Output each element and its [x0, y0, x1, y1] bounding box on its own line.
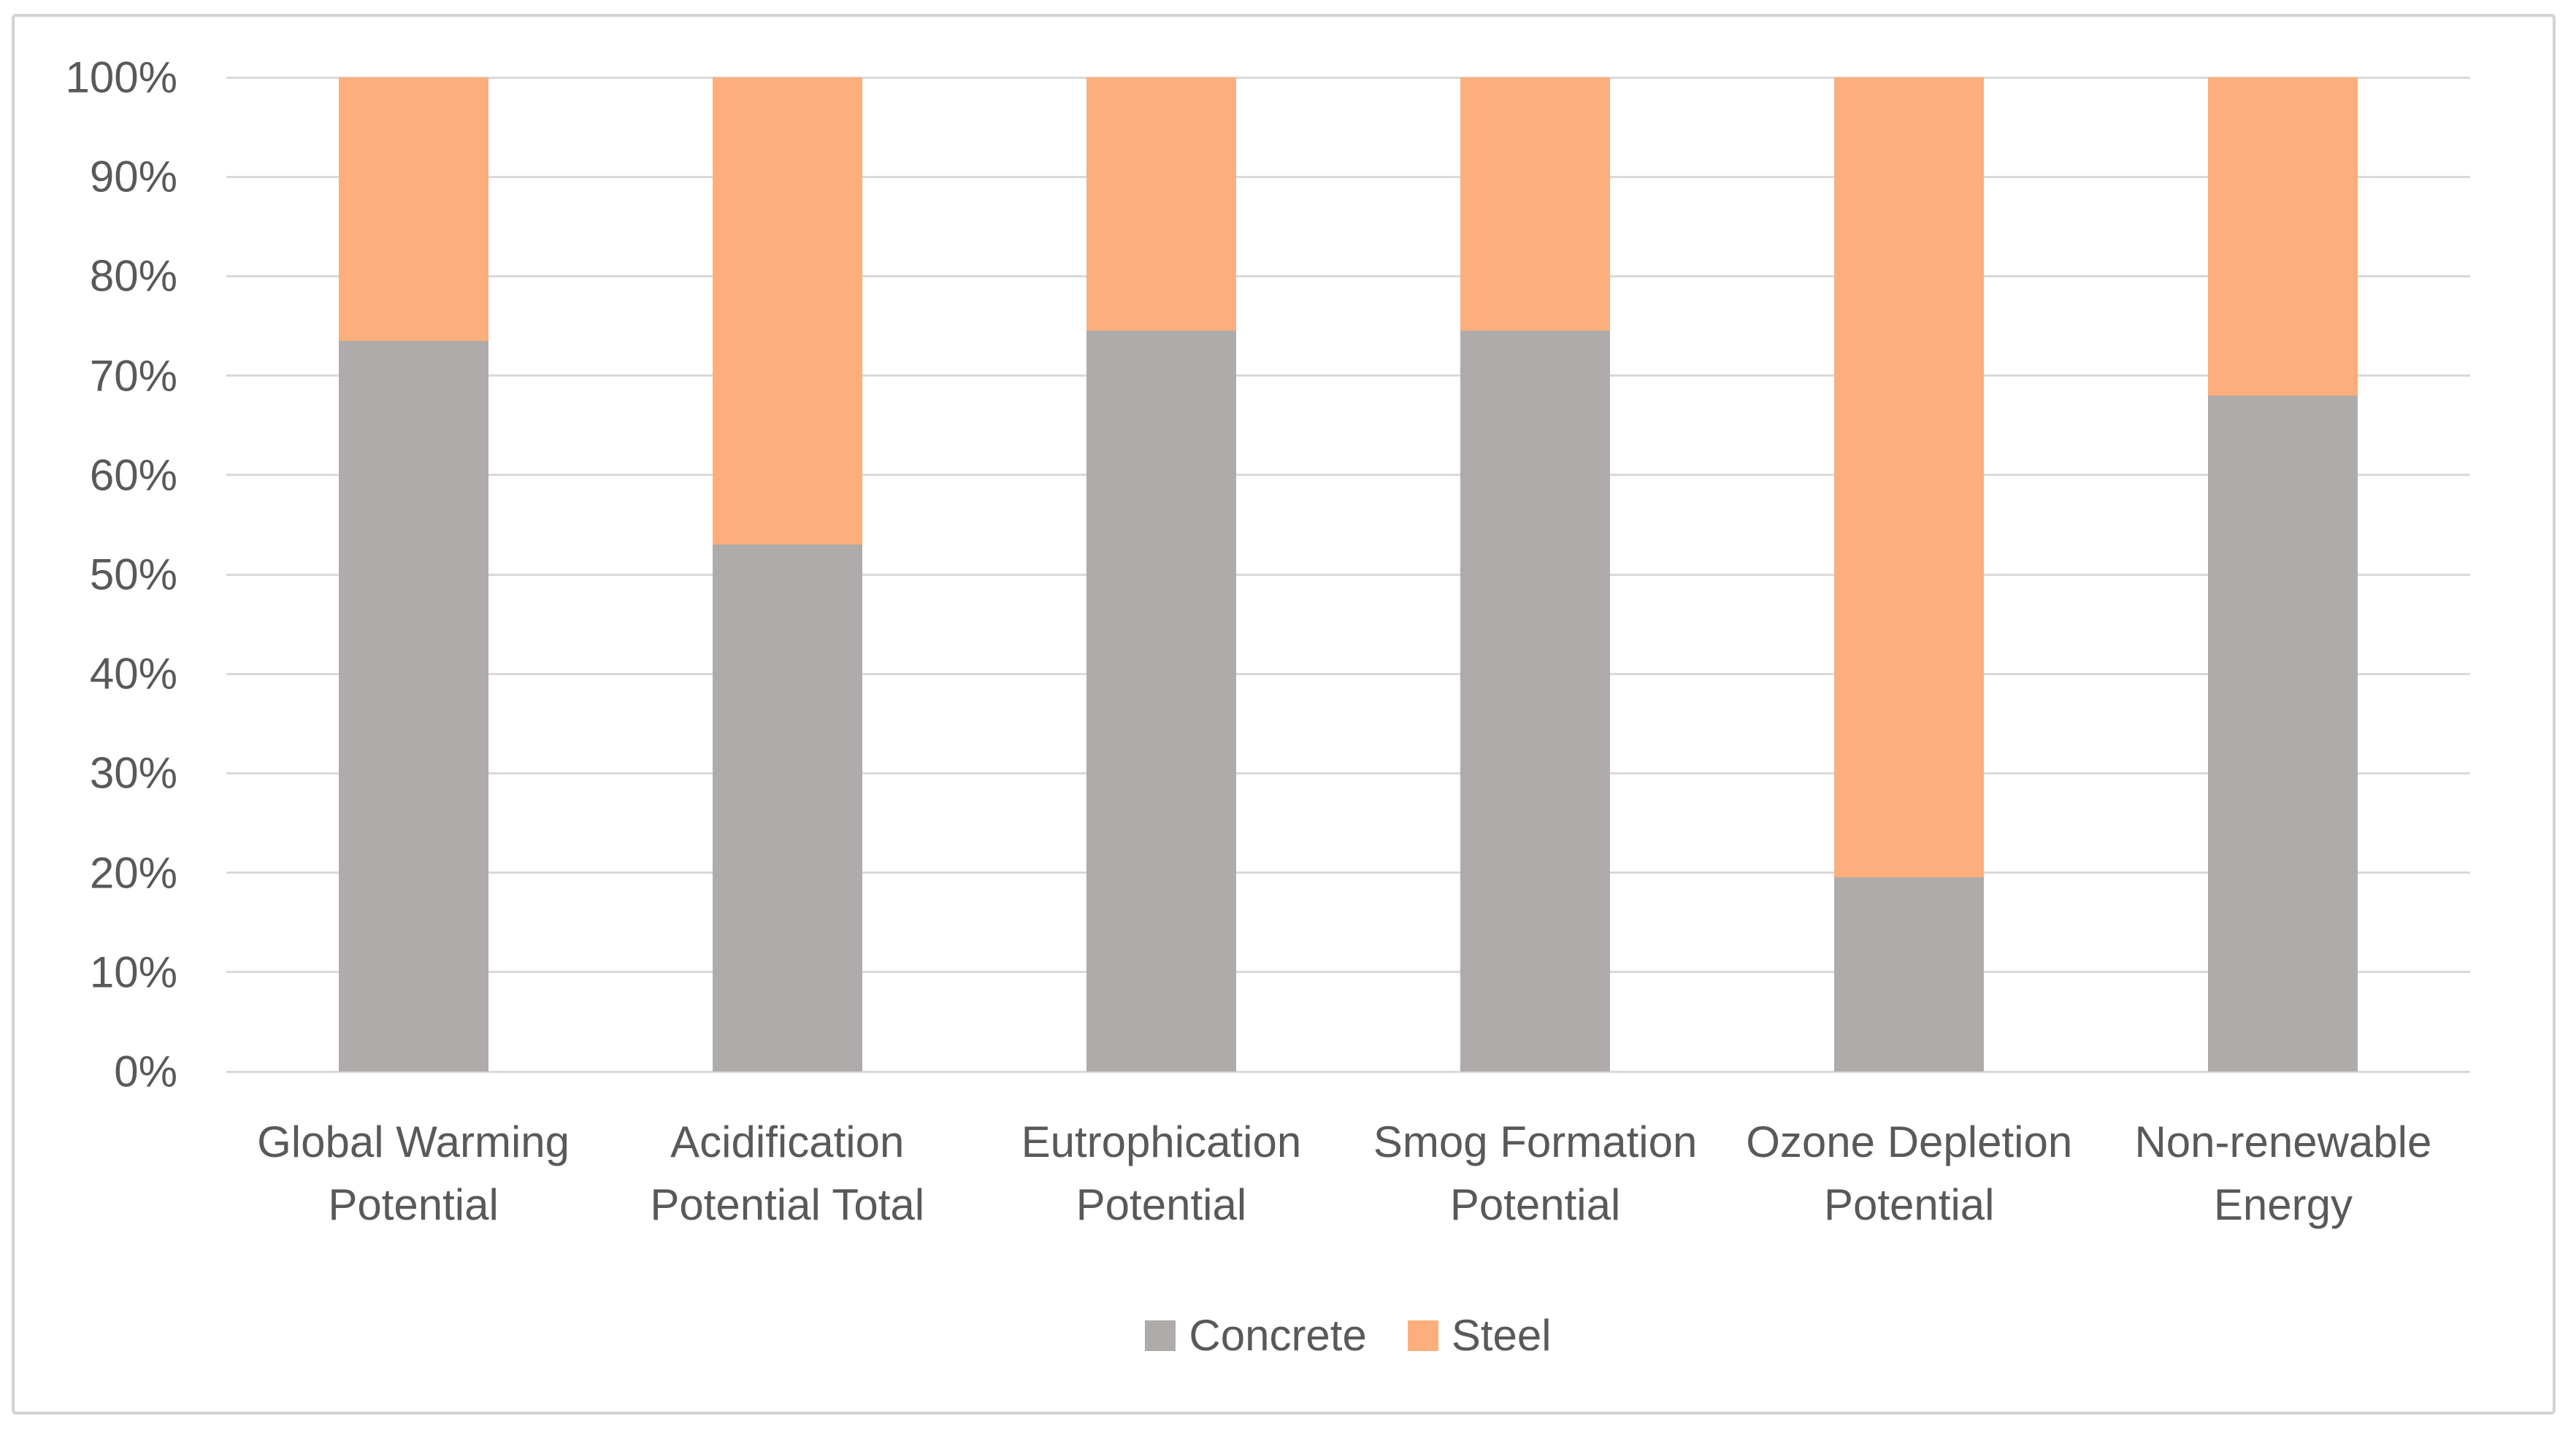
x-category-label-non-renewable-energy: Non-renewable Energy: [2134, 1117, 2432, 1229]
legend-swatch-concrete: [1145, 1320, 1176, 1351]
gridline-70%: [226, 374, 2470, 377]
gridline-0%: [226, 1070, 2470, 1073]
bar-eutrophication-potential-steel: [1086, 77, 1236, 331]
gridline-30%: [226, 772, 2470, 774]
gridline-80%: [226, 274, 2470, 277]
legend-swatch-steel: [1407, 1320, 1438, 1351]
y-tick-label-70%: 70%: [89, 351, 177, 401]
y-tick-label-40%: 40%: [89, 649, 177, 699]
y-tick-label-30%: 30%: [89, 748, 177, 798]
y-tick-label-20%: 20%: [89, 848, 177, 898]
legend-item-steel: Steel: [1407, 1310, 1552, 1361]
bar-ozone-depletion-potential-concrete: [1834, 877, 1985, 1072]
legend-item-concrete: Concrete: [1145, 1310, 1367, 1361]
x-category-label-acidification-potential-total: Acidification Potential Total: [650, 1117, 925, 1229]
gridline-100%: [226, 76, 2470, 79]
y-tick-label-10%: 10%: [89, 947, 177, 997]
bar-global-warming-potential-steel: [338, 77, 488, 341]
gridline-20%: [226, 872, 2470, 874]
bar-acidification-potential-total-concrete: [712, 545, 862, 1072]
bar-smog-formation-potential-steel: [1460, 77, 1611, 331]
bar-non-renewable-energy-steel: [2208, 77, 2358, 396]
legend-label-steel: Steel: [1451, 1311, 1552, 1360]
legend-label-concrete: Concrete: [1189, 1311, 1367, 1360]
gridline-10%: [226, 971, 2470, 974]
legend: Concrete Steel: [226, 1310, 2470, 1361]
gridline-40%: [226, 672, 2470, 675]
y-tick-label-50%: 50%: [89, 550, 177, 599]
bar-ozone-depletion-potential-steel: [1834, 77, 1985, 878]
x-category-label-smog-formation-potential: Smog Formation Potential: [1373, 1117, 1698, 1229]
x-category-label-global-warming-potential: Global Warming Potential: [257, 1117, 570, 1229]
x-category-label-eutrophication-potential: Eutrophication Potential: [1021, 1117, 1302, 1229]
y-tick-label-0%: 0%: [114, 1047, 177, 1096]
y-tick-label-80%: 80%: [89, 251, 177, 301]
gridline-90%: [226, 175, 2470, 178]
gridline-60%: [226, 474, 2470, 477]
bar-smog-formation-potential-concrete: [1460, 331, 1611, 1072]
bar-global-warming-potential-concrete: [338, 340, 488, 1072]
bar-eutrophication-potential-concrete: [1086, 331, 1236, 1072]
y-tick-label-60%: 60%: [89, 450, 177, 500]
bar-non-renewable-energy-concrete: [2208, 395, 2358, 1072]
bar-acidification-potential-total-steel: [712, 77, 862, 545]
y-tick-label-100%: 100%: [65, 53, 177, 102]
gridline-50%: [226, 573, 2470, 576]
y-tick-label-90%: 90%: [89, 152, 177, 201]
x-category-label-ozone-depletion-potential: Ozone Depletion Potential: [1746, 1117, 2073, 1229]
